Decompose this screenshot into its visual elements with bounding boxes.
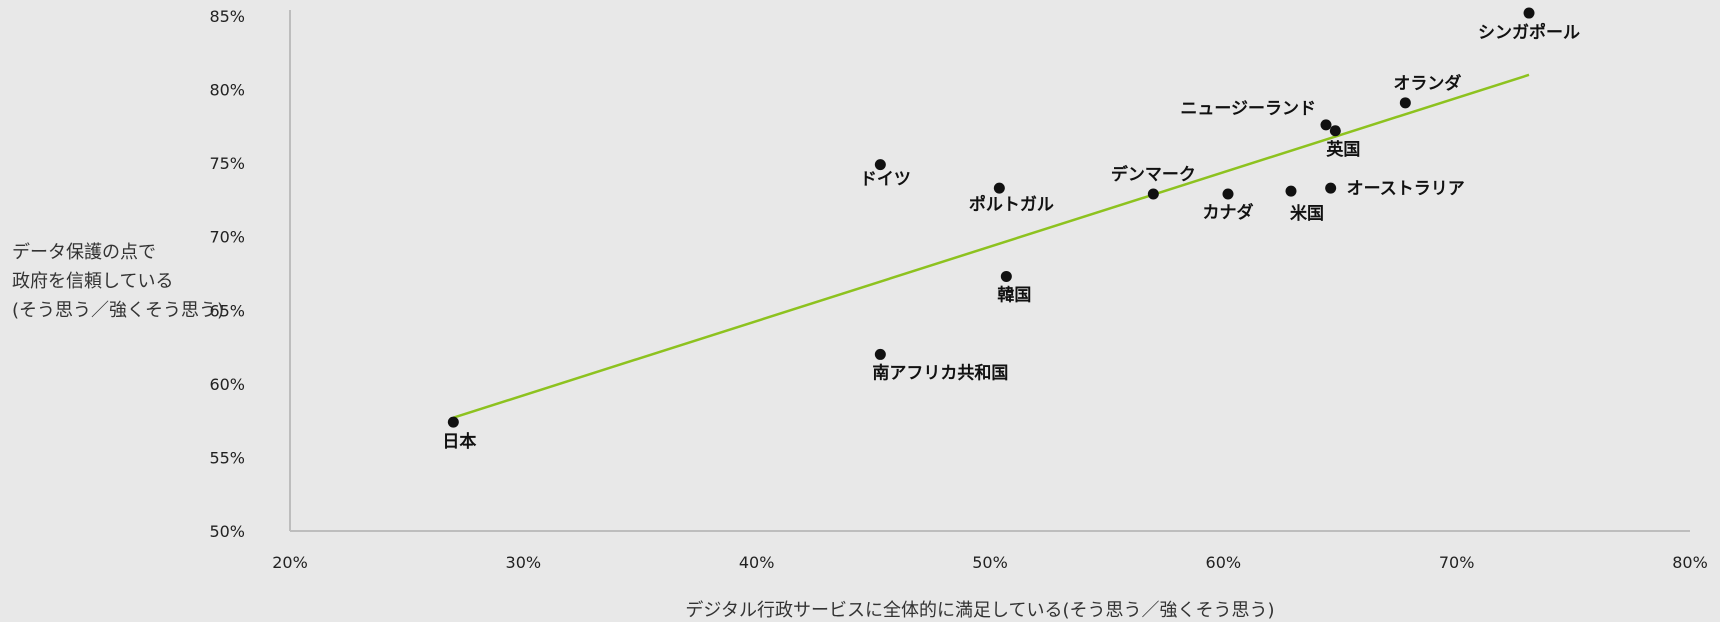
y-axis-title-line: データ保護の点で: [12, 242, 156, 263]
y-tick-label: 55%: [209, 448, 245, 467]
x-tick-label: 50%: [972, 553, 1008, 572]
data-point: [1222, 188, 1234, 200]
data-point: [1285, 185, 1297, 197]
data-point: [1147, 188, 1159, 200]
point-label: 南アフリカ共和国: [872, 362, 1008, 383]
point-label: 米国: [1290, 203, 1324, 224]
data-point: [993, 182, 1005, 194]
y-tick-label: 70%: [209, 228, 245, 247]
data-point: [1399, 97, 1411, 109]
x-tick-label: 60%: [1206, 553, 1242, 572]
x-axis-title: デジタル行政サービスに全体的に満足している(そう思う／強くそう思う): [685, 600, 1274, 621]
data-point: [447, 416, 459, 428]
point-label: ポルトガル: [969, 194, 1054, 215]
data-point: [1325, 182, 1337, 194]
y-tick-label: 75%: [209, 154, 245, 173]
x-tick-label: 80%: [1672, 553, 1708, 572]
data-point: [1523, 7, 1535, 19]
point-label: シンガポール: [1478, 22, 1580, 43]
point-label: デンマーク: [1111, 164, 1196, 185]
y-axis-title-line: (そう思う／強くそう思う): [12, 300, 224, 321]
point-label: オランダ: [1393, 73, 1461, 94]
y-tick-label: 65%: [209, 301, 245, 320]
point-label: 日本: [442, 431, 476, 452]
y-axis-title-line: 政府を信頼している: [12, 271, 173, 292]
x-tick-label: 40%: [739, 553, 775, 572]
point-label: ニュージーランド: [1180, 99, 1316, 119]
point-label: カナダ: [1203, 202, 1254, 223]
data-point: [1000, 270, 1012, 282]
point-label: 韓国: [997, 284, 1031, 305]
data-point: [874, 159, 886, 171]
data-point: [1320, 119, 1332, 131]
x-tick-label: 70%: [1439, 553, 1475, 572]
point-label: オーストラリア: [1347, 179, 1465, 199]
x-tick-label: 20%: [272, 553, 308, 572]
data-point: [874, 348, 886, 360]
y-tick-label: 60%: [209, 375, 245, 394]
trendline: [452, 73, 1530, 419]
point-label: 英国: [1326, 139, 1360, 160]
y-tick-label: 80%: [209, 81, 245, 100]
point-label: ドイツ: [860, 170, 911, 190]
x-tick-label: 30%: [506, 553, 542, 572]
y-tick-label: 85%: [209, 7, 245, 26]
y-tick-label: 50%: [209, 522, 245, 541]
data-point: [1329, 125, 1341, 137]
